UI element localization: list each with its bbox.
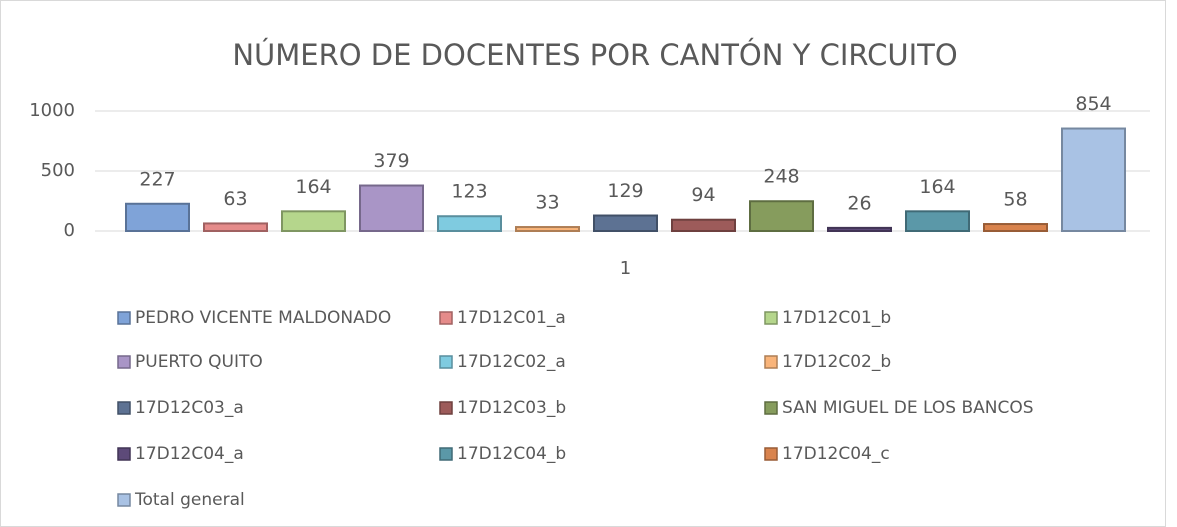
data-label: 26 (847, 192, 871, 214)
legend-swatch (439, 401, 453, 415)
legend-swatch (439, 355, 453, 369)
legend-label: 17D12C04_c (782, 444, 890, 464)
data-label: 129 (607, 180, 643, 202)
legend-swatch (117, 401, 131, 415)
legend-swatch (439, 311, 453, 325)
legend-swatch (117, 447, 131, 461)
legend-label: PEDRO VICENTE MALDONADO (135, 308, 391, 328)
bar (281, 210, 346, 233)
bar (983, 223, 1048, 232)
bar (437, 215, 502, 233)
bar (749, 200, 814, 233)
data-label: 63 (223, 188, 247, 210)
legend-swatch (117, 355, 131, 369)
data-label: 248 (763, 166, 799, 188)
x-tick-label: 1 (620, 258, 631, 279)
legend-label: 17D12C03_b (457, 398, 566, 418)
legend-label: 17D12C01_b (782, 308, 891, 328)
legend-label: 17D12C02_a (457, 352, 566, 372)
bar (827, 226, 892, 233)
chart-title: NÚMERO DE DOCENTES POR CANTÓN Y CIRCUITO (232, 38, 957, 72)
data-label: 227 (139, 168, 175, 190)
data-label: 58 (1003, 189, 1027, 211)
data-label: 33 (535, 192, 559, 214)
legend-label: 17D12C04_b (457, 444, 566, 464)
data-label: 379 (373, 150, 409, 172)
legend-swatch (764, 447, 778, 461)
legend-swatch (764, 401, 778, 415)
bar (905, 210, 970, 233)
bar (359, 184, 424, 233)
y-tick-label: 500 (41, 160, 75, 181)
bar (1061, 127, 1126, 233)
data-label: 94 (691, 184, 715, 206)
data-label: 854 (1075, 93, 1111, 115)
legend-swatch (764, 311, 778, 325)
legend-label: 17D12C03_a (135, 398, 244, 418)
legend-swatch (117, 311, 131, 325)
data-label: 164 (919, 176, 955, 198)
legend-swatch (764, 355, 778, 369)
legend-swatch (117, 493, 131, 507)
bar (125, 202, 190, 232)
bar (593, 214, 658, 233)
legend-swatch (439, 447, 453, 461)
legend-label: 17D12C02_b (782, 352, 891, 372)
bar (515, 226, 580, 232)
legend-label: PUERTO QUITO (135, 352, 263, 372)
legend-label: SAN MIGUEL DE LOS BANCOS (782, 398, 1034, 418)
y-tick-label: 1000 (29, 100, 75, 121)
y-tick-label: 0 (64, 220, 75, 241)
legend-label: 17D12C04_a (135, 444, 244, 464)
bar (671, 218, 736, 233)
data-label: 164 (295, 176, 331, 198)
legend-label: 17D12C01_a (457, 308, 566, 328)
legend-label: Total general (134, 490, 245, 510)
bar (203, 222, 268, 233)
data-label: 123 (451, 181, 487, 203)
